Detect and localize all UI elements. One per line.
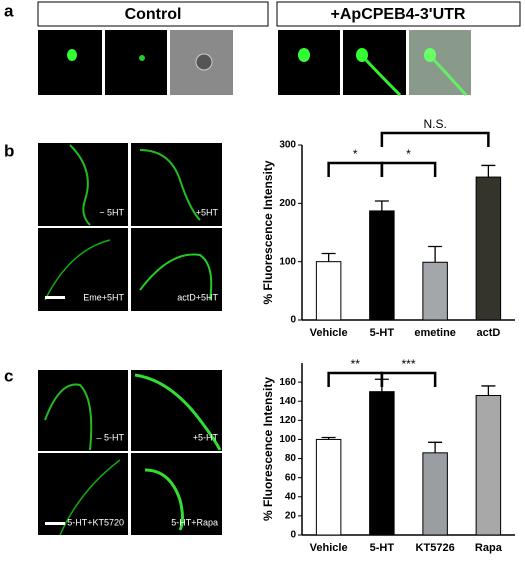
- image-label: – 5-HT: [96, 432, 124, 442]
- image-label: 5-HT+Rapa: [171, 517, 218, 527]
- error-bar: [428, 441, 443, 453]
- y-tick-label: 300: [279, 140, 296, 151]
- image-label: +5-HT: [193, 432, 219, 442]
- x-tick-label: Vehicle: [310, 327, 348, 339]
- image-label: 5-HT+KT5720: [67, 517, 124, 527]
- significance-label: ***: [401, 357, 415, 371]
- y-tick-label: 100: [279, 434, 296, 445]
- y-tick-label: 80: [285, 453, 297, 464]
- bar: [369, 391, 395, 536]
- x-tick-label: 5-HT: [370, 327, 395, 339]
- panel-label: c: [4, 366, 13, 385]
- header-box: [276, 1, 521, 27]
- image-label: actD+5HT: [177, 292, 218, 302]
- x-tick-label: Vehicle: [310, 542, 348, 554]
- bar: [369, 210, 395, 321]
- bar: [315, 261, 342, 321]
- significance-bracket: [380, 131, 490, 147]
- y-tick-label: 0: [290, 315, 296, 326]
- image-label: Eme+5HT: [83, 292, 124, 302]
- significance-bracket: [327, 371, 384, 387]
- y-tick-label: 200: [279, 198, 296, 209]
- error-bar: [321, 252, 336, 262]
- significance-bracket: [380, 371, 437, 387]
- bar: [422, 261, 448, 321]
- x-tick-label: Rapa: [475, 542, 503, 554]
- bar: [475, 176, 502, 321]
- x-tick-label: actD: [476, 327, 500, 339]
- bar: [475, 394, 502, 536]
- image-label: +5HT: [196, 207, 219, 217]
- image-label: − 5HT: [99, 207, 124, 217]
- error-bar: [481, 385, 496, 396]
- header: Control: [125, 6, 182, 23]
- error-bar: [481, 164, 496, 178]
- y-tick-label: 20: [285, 511, 297, 522]
- significance-label: N.S.: [423, 117, 446, 131]
- y-tick-label: 100: [279, 256, 296, 267]
- y-tick-label: 160: [279, 377, 296, 388]
- y-tick-label: 40: [285, 491, 297, 502]
- significance-bracket: [327, 161, 384, 177]
- x-tick-label: 5-HT: [370, 542, 395, 554]
- panel-label: b: [4, 141, 14, 160]
- y-tick-label: 140: [279, 396, 296, 407]
- bar: [315, 438, 342, 536]
- header: +ApCPEB4-3'UTR: [331, 6, 466, 23]
- micrographs-b: [38, 143, 222, 311]
- significance-label: *: [353, 147, 358, 161]
- error-bar: [374, 200, 389, 211]
- y-axis-label: % Fluorescence Intensity: [261, 377, 275, 521]
- y-axis-label: % Fluorescence Intensity: [261, 160, 275, 304]
- micrographs-c: [38, 370, 222, 536]
- header-box: [37, 1, 269, 27]
- y-tick-label: 120: [279, 415, 296, 426]
- y-tick-label: 0: [290, 530, 296, 541]
- x-tick-label: KT5726: [416, 542, 455, 554]
- x-tick-label: emetine: [414, 327, 456, 339]
- error-bar: [428, 245, 443, 263]
- micrographs-a: [38, 30, 471, 97]
- bar: [422, 452, 448, 536]
- panel-label: a: [4, 1, 14, 20]
- significance-label: *: [406, 147, 411, 161]
- significance-bracket: [380, 161, 437, 177]
- y-tick-label: 60: [285, 472, 297, 483]
- significance-label: **: [351, 357, 361, 371]
- error-bar: [321, 436, 336, 440]
